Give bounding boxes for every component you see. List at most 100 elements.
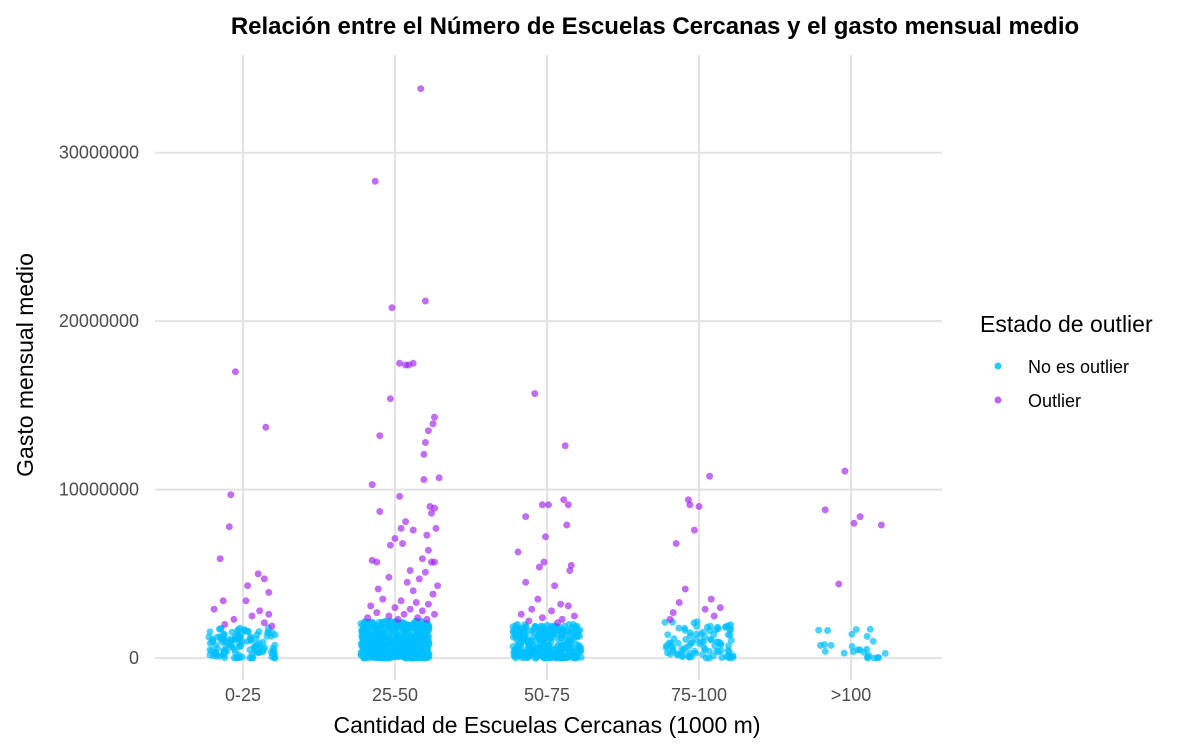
point-no-outlier bbox=[664, 649, 671, 657]
point-no-outlier bbox=[664, 631, 672, 639]
point-outlier bbox=[414, 614, 422, 622]
point-no-outlier bbox=[385, 619, 393, 626]
point-no-outlier bbox=[217, 625, 225, 633]
x-tick-label: 50-75 bbox=[524, 685, 570, 705]
point-outlier bbox=[681, 585, 689, 593]
point-no-outlier bbox=[714, 623, 722, 631]
point-outlier bbox=[525, 617, 533, 625]
point-no-outlier bbox=[221, 654, 229, 662]
point-no-outlier bbox=[848, 630, 856, 638]
point-no-outlier bbox=[682, 636, 690, 643]
point-outlier bbox=[225, 523, 233, 531]
point-outlier bbox=[265, 610, 273, 618]
point-outlier bbox=[428, 558, 435, 566]
point-outlier bbox=[397, 597, 405, 605]
point-outlier bbox=[373, 558, 381, 566]
point-outlier bbox=[221, 620, 229, 628]
point-outlier bbox=[391, 604, 399, 612]
point-no-outlier bbox=[255, 628, 263, 636]
point-outlier bbox=[531, 390, 539, 398]
point-outlier bbox=[373, 609, 381, 617]
point-no-outlier bbox=[206, 628, 214, 636]
point-outlier bbox=[396, 492, 404, 500]
point-outlier bbox=[420, 476, 428, 483]
point-no-outlier bbox=[401, 624, 409, 632]
point-outlier bbox=[856, 513, 864, 521]
point-no-outlier bbox=[693, 630, 700, 638]
point-no-outlier bbox=[268, 629, 276, 637]
point-no-outlier bbox=[522, 646, 529, 654]
point-outlier bbox=[821, 506, 829, 514]
point-no-outlier bbox=[564, 645, 572, 653]
point-no-outlier bbox=[724, 622, 732, 630]
point-no-outlier bbox=[673, 651, 681, 659]
point-no-outlier bbox=[390, 625, 398, 633]
point-no-outlier bbox=[725, 648, 733, 656]
point-outlier bbox=[364, 614, 372, 622]
point-no-outlier bbox=[375, 624, 383, 632]
point-outlier bbox=[554, 619, 562, 627]
point-outlier bbox=[406, 605, 414, 613]
point-no-outlier bbox=[227, 637, 235, 645]
point-no-outlier bbox=[705, 647, 713, 655]
point-no-outlier bbox=[413, 624, 421, 632]
point-outlier bbox=[256, 607, 264, 615]
point-no-outlier bbox=[533, 650, 541, 657]
point-outlier bbox=[268, 622, 276, 630]
point-no-outlier bbox=[714, 648, 722, 656]
point-no-outlier bbox=[536, 636, 544, 644]
legend-title: Estado de outlier bbox=[980, 311, 1153, 337]
point-no-outlier bbox=[385, 632, 393, 640]
point-no-outlier bbox=[573, 633, 581, 641]
gridlines bbox=[155, 55, 942, 680]
point-no-outlier bbox=[865, 651, 873, 659]
point-no-outlier bbox=[874, 654, 882, 662]
point-no-outlier bbox=[675, 624, 683, 632]
point-no-outlier bbox=[815, 626, 823, 634]
point-outlier bbox=[566, 567, 574, 574]
point-outlier bbox=[396, 359, 404, 367]
point-no-outlier bbox=[537, 622, 545, 630]
point-outlier bbox=[421, 439, 429, 446]
y-tick-label: 20000000 bbox=[59, 311, 139, 331]
point-no-outlier bbox=[389, 653, 397, 661]
point-outlier bbox=[686, 501, 694, 509]
point-outlier bbox=[242, 597, 250, 605]
point-outlier bbox=[421, 297, 429, 305]
point-outlier bbox=[538, 501, 546, 509]
point-no-outlier bbox=[359, 643, 367, 651]
point-no-outlier bbox=[406, 634, 414, 642]
point-no-outlier bbox=[270, 654, 278, 662]
legend-label-outlier: Outlier bbox=[1028, 391, 1081, 411]
point-outlier bbox=[415, 575, 423, 583]
point-no-outlier bbox=[572, 653, 580, 661]
point-no-outlier bbox=[559, 654, 567, 662]
point-no-outlier bbox=[358, 632, 366, 640]
point-no-outlier bbox=[400, 636, 408, 644]
point-outlier bbox=[262, 423, 270, 431]
point-outlier bbox=[418, 555, 426, 563]
point-no-outlier bbox=[362, 651, 370, 659]
point-no-outlier bbox=[367, 619, 375, 627]
point-no-outlier bbox=[253, 643, 261, 650]
point-no-outlier bbox=[544, 627, 552, 635]
point-no-outlier bbox=[267, 648, 275, 656]
y-tick-label: 10000000 bbox=[59, 480, 139, 500]
point-outlier bbox=[230, 615, 238, 623]
point-outlier bbox=[540, 558, 548, 566]
point-outlier bbox=[669, 609, 677, 617]
point-outlier bbox=[701, 605, 709, 613]
point-outlier bbox=[367, 602, 375, 610]
point-no-outlier bbox=[529, 634, 536, 641]
point-no-outlier bbox=[690, 619, 698, 627]
point-no-outlier bbox=[713, 638, 721, 646]
point-outlier bbox=[400, 610, 408, 618]
point-outlier bbox=[248, 612, 256, 620]
point-no-outlier bbox=[824, 627, 832, 634]
point-outlier bbox=[424, 427, 432, 435]
legend: Estado de outlier No es outlier Outlier bbox=[980, 311, 1153, 411]
point-outlier bbox=[690, 526, 698, 534]
point-no-outlier bbox=[236, 624, 244, 632]
point-outlier bbox=[431, 413, 438, 421]
point-no-outlier bbox=[521, 624, 529, 632]
